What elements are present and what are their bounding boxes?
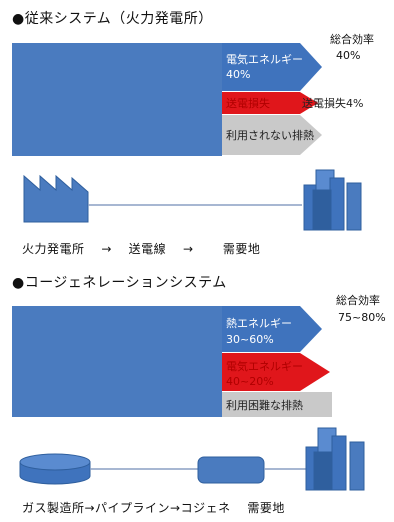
section2-efficiency-value: 75~80%: [338, 311, 386, 324]
heat-energy-arrow-2: [222, 306, 322, 352]
section2-efficiency-label: 総合効率: [336, 294, 380, 307]
section2-electric-value: 40~20%: [226, 375, 274, 388]
hard-to-use-heat-block-2: [222, 392, 332, 417]
section1-electric-label: 電気エネルギー: [226, 53, 303, 66]
section1-title: ●従来システム（火力発電所）: [12, 11, 213, 27]
unused-heat-arrow-1: [222, 115, 322, 155]
section2-heat-label: 熱エネルギー: [226, 317, 292, 330]
section1-flow-caption: 火力発電所 → 送電線 → 需要地: [22, 242, 261, 256]
electric-energy-arrow-1: [222, 43, 322, 91]
section2-hard-to-use-heat: 利用困難な排熱: [226, 399, 303, 412]
section2-title: ●コージェネレーションシステム: [12, 275, 227, 291]
section2-flow-caption: ガス製造所→パイプライン→コジェネ 需要地: [22, 501, 285, 515]
section1-efficiency-value: 40%: [336, 49, 361, 62]
section1-efficiency-label: 総合効率: [330, 33, 374, 46]
cogeneration-unit-icon: [197, 456, 265, 484]
section1-electric-value: 40%: [226, 68, 251, 81]
input-energy-block-2: [12, 306, 222, 417]
gas-plant-icon: [19, 453, 91, 485]
section2-heat-value: 30~60%: [226, 333, 274, 346]
section1-transmission-loss-left: 送電損失: [226, 97, 270, 110]
section1-transmission-loss-right: 送電損失4%: [302, 97, 364, 110]
section2-electric-label: 電気エネルギー: [226, 360, 303, 373]
buildings-icon-1: [303, 169, 362, 231]
electric-energy-arrow-2: [222, 353, 330, 391]
transmission-loss-arrow-1: [222, 92, 318, 114]
buildings-icon-2: [305, 427, 365, 491]
section1-unused-heat: 利用されない排熱: [226, 129, 314, 142]
input-energy-block-1: [12, 43, 222, 156]
factory-icon: [23, 174, 89, 223]
